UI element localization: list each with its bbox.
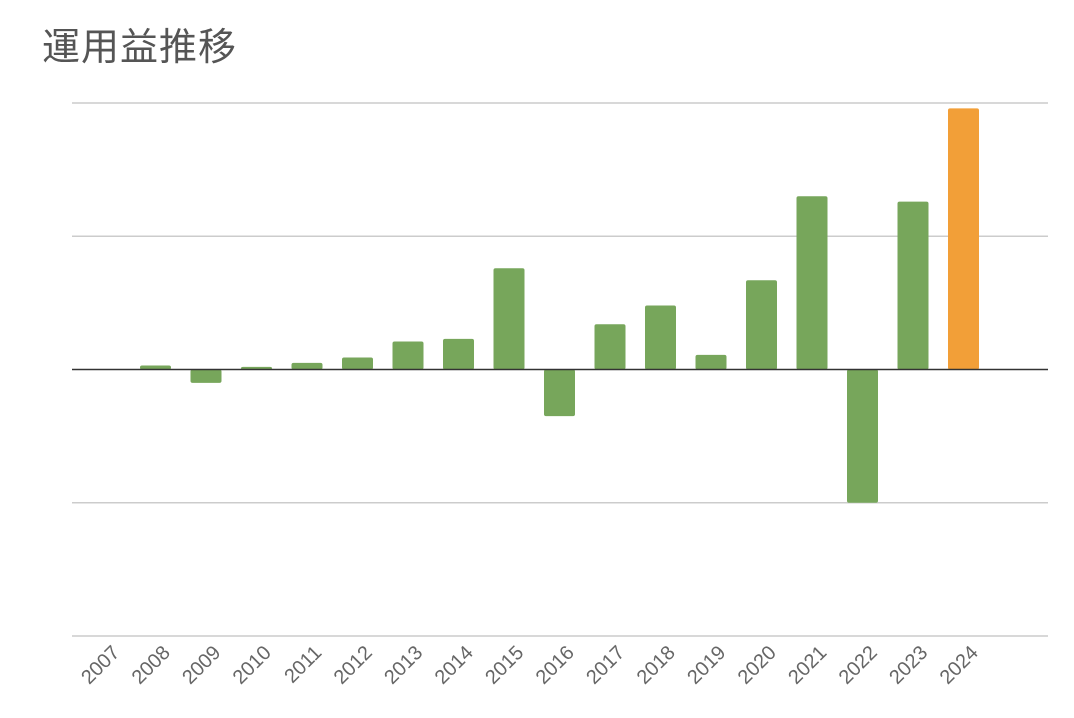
bar-2008	[140, 365, 171, 370]
bar-2017	[594, 324, 626, 370]
bars	[140, 108, 979, 503]
bar-2012	[342, 357, 373, 370]
x-tick-label: 2021	[784, 642, 831, 689]
x-tick-label: 2024	[936, 642, 983, 689]
x-tick-label: 2013	[380, 642, 427, 689]
bar-2018	[645, 305, 676, 370]
bar-2024	[948, 108, 979, 370]
x-tick-label: 2019	[683, 642, 730, 689]
bar-2015	[493, 268, 525, 370]
x-tick-label: 2020	[734, 642, 781, 689]
x-tick-labels: 2007 2008 2009 2010 2011 2012 2013 2014 2015 2016…	[77, 642, 983, 689]
bar-2023	[897, 201, 929, 370]
x-tick-label: 2012	[330, 642, 377, 689]
grid-lines	[72, 102, 1048, 637]
x-tick-label: 2022	[835, 642, 882, 689]
bar-2014	[443, 338, 474, 370]
x-tick-label: 2018	[633, 642, 680, 689]
bar-2009	[190, 369, 222, 383]
bar-2019	[695, 354, 727, 370]
x-tick-label: 2008	[128, 642, 175, 689]
x-tick-label: 2016	[532, 642, 579, 689]
bar-2021	[796, 196, 828, 370]
bar-2022	[847, 369, 878, 503]
bar-2020	[746, 280, 777, 370]
x-tick-label: 2011	[280, 642, 326, 688]
x-tick-label: 2007	[77, 642, 124, 689]
x-tick-label: 2015	[481, 642, 528, 689]
x-tick-label: 2010	[229, 642, 276, 689]
x-tick-label: 2014	[431, 642, 478, 689]
bar-2011	[291, 362, 323, 370]
x-tick-label: 2017	[582, 642, 629, 689]
bar-2013	[392, 341, 424, 370]
x-tick-label: 2009	[178, 642, 225, 689]
chart-title: 運用益推移	[42, 25, 238, 69]
x-tick-label: 2023	[885, 642, 932, 689]
bar-2016	[544, 369, 575, 417]
